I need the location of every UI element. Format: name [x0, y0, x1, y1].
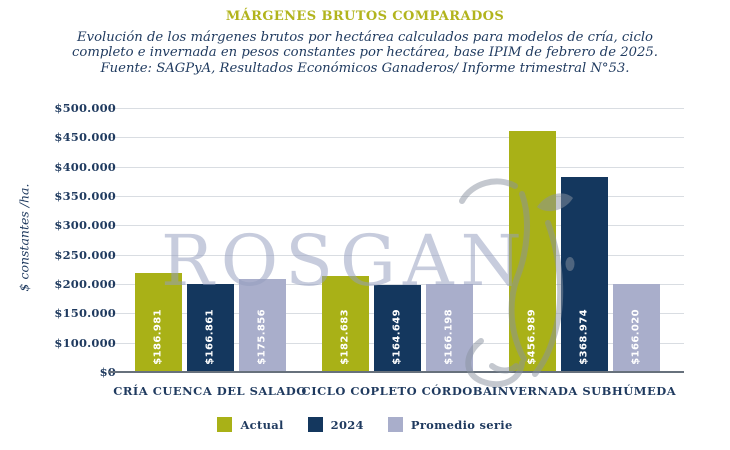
category-label: CICLO COPLETO CÓRDOBA — [301, 384, 493, 398]
legend-item-promedio-serie: Promedio serie — [387, 417, 513, 432]
y-tick-label: $100.000 — [54, 335, 116, 350]
bar-2024[interactable]: $164.649 — [373, 285, 421, 372]
bar-value-label: $368.974 — [578, 309, 590, 365]
bar-value-label: $166.198 — [443, 309, 455, 365]
legend-label: Promedio serie — [410, 417, 513, 432]
chart-subtitle: Evolución de los márgenes brutos por hec… — [0, 30, 730, 76]
gridline — [108, 284, 684, 285]
subtitle-line-3: Fuente: SAGPyA, Resultados Económicos Ga… — [100, 60, 630, 76]
gridline — [108, 108, 684, 109]
y-tick-label: $200.000 — [54, 277, 116, 291]
bar-actual[interactable]: $456.989 — [508, 131, 556, 372]
bar-promedio-serie[interactable]: $175.856 — [238, 279, 286, 372]
gridline — [108, 196, 684, 197]
legend-swatch-icon — [307, 417, 323, 432]
subtitle-line-2: completo e invernada en pesos constantes… — [72, 45, 658, 61]
category-label: INVERNADA SUBHÚMEDA — [491, 384, 677, 398]
category-label: CRÍA CUENCA DEL SALADO — [113, 384, 307, 398]
y-tick-label: $300.000 — [54, 218, 116, 233]
y-tick-label: $500.000 — [54, 101, 116, 115]
bar-value-label: $164.649 — [391, 309, 403, 365]
y-tick-label: $0 — [26, 365, 116, 379]
legend-swatch-icon — [387, 417, 403, 432]
bar-value-label: $175.856 — [256, 309, 268, 365]
legend-label: 2024 — [330, 417, 364, 432]
chart-title: MÁRGENES BRUTOS COMPARADOS — [225, 9, 505, 24]
x-axis-baseline — [108, 371, 684, 373]
legend-item-2024: 2024 — [307, 417, 364, 432]
bar-value-label: $186.981 — [152, 309, 164, 365]
plot-area: $186.981 $166.861 $175.856 $182.683 $164.649… — [108, 108, 684, 373]
legend-swatch-icon — [217, 417, 233, 432]
bar-2024[interactable]: $166.861 — [186, 284, 234, 372]
legend-label: Actual — [240, 417, 284, 432]
bar-value-label: $182.683 — [339, 309, 351, 365]
y-tick-label: $400.000 — [54, 159, 116, 174]
bar-promedio-serie[interactable]: $166.198 — [425, 284, 473, 372]
bar-value-label: $166.020 — [630, 309, 642, 365]
bar-value-label: $166.861 — [204, 309, 216, 365]
y-tick-label: $350.000 — [54, 189, 116, 203]
bar-actual[interactable]: $182.683 — [321, 276, 369, 372]
bar-actual[interactable]: $186.981 — [134, 273, 182, 372]
bar-promedio-serie[interactable]: $166.020 — [612, 284, 660, 372]
gridline — [108, 137, 684, 139]
y-tick-label: $250.000 — [54, 247, 116, 262]
subtitle-line-1: Evolución de los márgenes brutos por hec… — [77, 30, 653, 45]
legend: Actual 2024 Promedio serie — [0, 417, 730, 432]
bar-value-label: $456.989 — [526, 309, 538, 365]
y-tick-label: $150.000 — [54, 306, 116, 321]
bar-2024[interactable]: $368.974 — [560, 177, 608, 372]
gridline — [108, 225, 684, 227]
legend-item-actual: Actual — [217, 417, 283, 432]
y-tick-label: $450.000 — [54, 130, 116, 145]
gridline — [108, 166, 684, 168]
gridline — [108, 254, 684, 256]
